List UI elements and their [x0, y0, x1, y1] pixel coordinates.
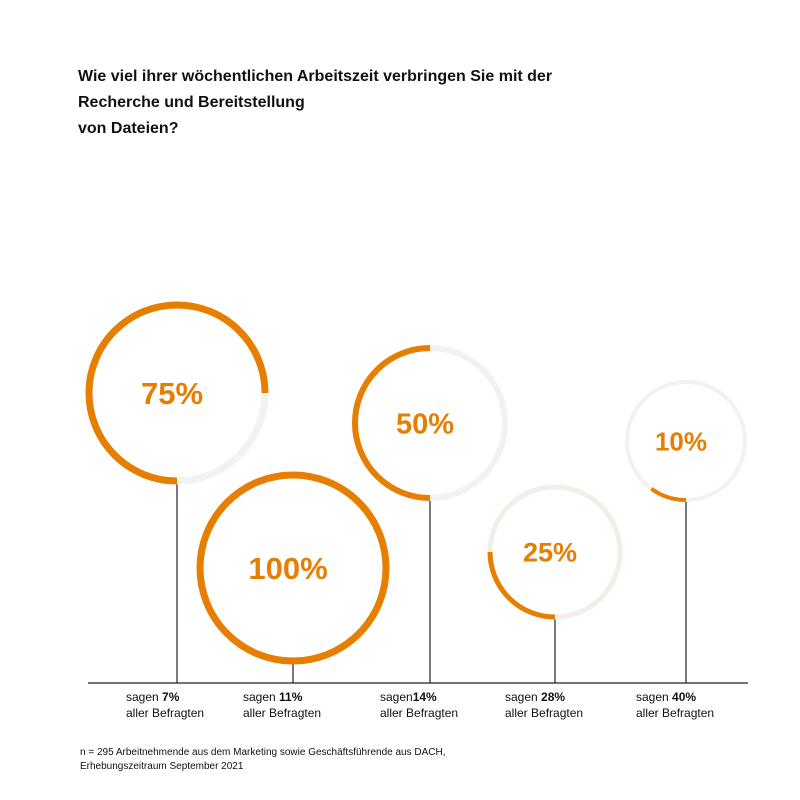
caption-suffix: aller Befragten: [380, 706, 459, 720]
caption-prefix: sagen: [505, 690, 542, 704]
ring-label: 25%: [523, 538, 577, 568]
caption-value: 7%: [162, 690, 180, 704]
ring-arc: [352, 345, 431, 501]
caption-suffix: aller Befragten: [505, 706, 584, 720]
chart-title-line: Recherche und Bereitstellung: [78, 94, 305, 111]
caption-value: 11%: [279, 690, 303, 704]
caption-line: sagen 11%: [243, 689, 321, 705]
chart-title-line: von Dateien?: [78, 120, 179, 137]
caption-4: sagen 28% aller Befragten: [505, 689, 583, 721]
footnote-line: n = 295 Arbeitnehmende aus dem Marketing…: [80, 747, 446, 758]
ring-label: 10%: [655, 426, 707, 456]
caption-5: sagen 40% aller Befragten: [636, 689, 714, 721]
caption-2: sagen 11% aller Befragten: [243, 689, 321, 721]
caption-prefix: sagen: [126, 690, 163, 704]
ring-label: 50%: [396, 408, 454, 440]
caption-prefix: sagen: [636, 690, 673, 704]
caption-value: 40%: [672, 690, 697, 704]
caption-value: 14%: [412, 690, 437, 704]
ring-label: 75%: [141, 376, 203, 411]
footnote: n = 295 Arbeitnehmende aus dem Marketing…: [80, 746, 640, 774]
ring-arc: [487, 551, 556, 620]
caption-1: sagen 7% aller Befragten: [126, 689, 204, 721]
caption-suffix: aller Befragten: [636, 706, 715, 720]
caption-suffix: aller Befragten: [243, 706, 322, 720]
caption-value: 28%: [541, 690, 566, 704]
caption-line: sagen 7%: [126, 689, 204, 705]
footnote-line: Erhebungszeitraum September 2021: [80, 761, 244, 772]
ring-arc: [196, 471, 390, 665]
chart-title: Wie viel ihrer wöchentlichen Arbeitszeit…: [78, 64, 678, 142]
ring-group: 75% 100% 50% 25% 10%: [85, 301, 747, 683]
caption-suffix: aller Befragten: [126, 706, 205, 720]
ring-label: 100%: [248, 551, 327, 586]
caption-line: sagen14%: [380, 689, 458, 705]
caption-line: sagen 28%: [505, 689, 583, 705]
caption-3: sagen14% aller Befragten: [380, 689, 458, 721]
ring-arc: [650, 487, 687, 502]
caption-prefix: sagen: [380, 690, 413, 704]
chart-title-line: Wie viel ihrer wöchentlichen Arbeitszeit…: [78, 68, 553, 85]
ring-arc: [85, 301, 269, 485]
caption-prefix: sagen: [243, 690, 280, 704]
caption-line: sagen 40%: [636, 689, 714, 705]
